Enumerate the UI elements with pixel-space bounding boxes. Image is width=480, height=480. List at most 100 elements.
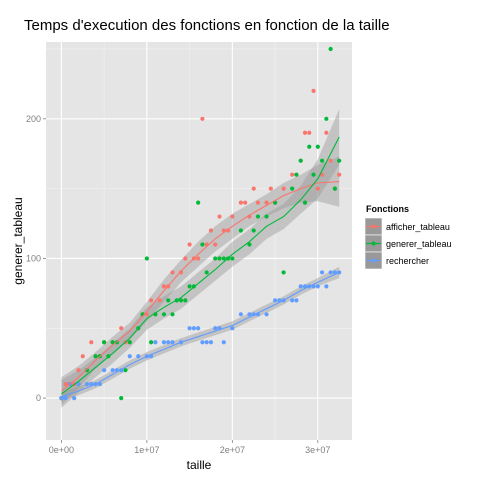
point-afficher_tableau: [328, 158, 333, 163]
point-generer_tableau: [183, 298, 188, 303]
point-rechercher: [328, 270, 333, 275]
point-rechercher: [63, 396, 68, 401]
point-afficher_tableau: [119, 326, 124, 331]
point-afficher_tableau: [178, 270, 184, 275]
point-generer_tableau: [166, 298, 171, 303]
point-rechercher: [102, 368, 107, 373]
point-generer_tableau: [110, 340, 115, 345]
confidence-bands: [61, 109, 340, 408]
point-afficher_tableau: [302, 130, 308, 135]
point-rechercher: [196, 326, 201, 331]
point-generer_tableau: [178, 298, 184, 303]
legend-label: rechercher: [386, 256, 429, 266]
point-generer_tableau: [247, 242, 252, 247]
point-rechercher: [208, 340, 214, 345]
y-tick-label: 100: [26, 253, 41, 263]
point-afficher_tableau: [251, 186, 256, 191]
point-afficher_tableau: [281, 186, 286, 191]
smooth-lines: [61, 136, 340, 398]
point-generer_tableau: [170, 312, 175, 317]
point-rechercher: [247, 312, 252, 317]
point-rechercher: [213, 326, 218, 331]
point-afficher_tableau: [161, 284, 167, 289]
point-generer_tableau: [119, 396, 124, 401]
smooth-line-generer_tableau: [61, 136, 340, 395]
point-generer_tableau: [255, 214, 261, 219]
point-rechercher: [127, 354, 132, 359]
point-generer_tableau: [251, 228, 256, 233]
point-generer_tableau: [127, 340, 132, 345]
point-generer_tableau: [217, 256, 222, 261]
point-rechercher: [204, 340, 209, 345]
x-tick-label: 3e+07: [305, 445, 330, 455]
grid-lines: [46, 42, 352, 440]
point-afficher_tableau: [290, 172, 295, 177]
point-rechercher: [76, 382, 81, 387]
point-afficher_tableau: [213, 242, 218, 247]
point-generer_tableau: [311, 172, 316, 177]
point-generer_tableau: [93, 354, 98, 359]
point-rechercher: [97, 382, 102, 387]
point-generer_tableau: [315, 144, 320, 149]
chart-title: Temps d'execution des fonctions en fonct…: [24, 17, 390, 34]
data-points: [59, 46, 342, 401]
point-afficher_tableau: [255, 200, 261, 205]
legend-title: Fonctions: [366, 204, 409, 214]
point-rechercher: [238, 312, 243, 317]
point-generer_tableau: [264, 214, 269, 219]
point-generer_tableau: [123, 368, 128, 373]
point-rechercher: [153, 340, 158, 345]
point-generer_tableau: [187, 284, 192, 289]
legend-key-point: [371, 224, 376, 229]
point-rechercher: [315, 284, 320, 289]
point-generer_tableau: [324, 116, 329, 121]
point-generer_tableau: [328, 46, 333, 52]
legend-key-point: [371, 241, 376, 246]
point-rechercher: [191, 326, 196, 331]
point-rechercher: [298, 284, 303, 289]
point-generer_tableau: [230, 256, 235, 261]
point-afficher_tableau: [183, 256, 188, 261]
point-generer_tableau: [204, 270, 209, 275]
y-tick-label: 0: [36, 393, 41, 403]
point-rechercher: [221, 340, 226, 345]
point-rechercher: [161, 340, 167, 345]
point-generer_tableau: [221, 256, 226, 261]
legend-label: generer_tableau: [386, 239, 452, 249]
point-rechercher: [166, 340, 171, 345]
legend-label: afficher_tableau: [386, 222, 450, 232]
point-afficher_tableau: [268, 186, 273, 191]
smooth-line-rechercher: [61, 271, 340, 398]
point-generer_tableau: [307, 144, 312, 149]
point-afficher_tableau: [157, 298, 162, 303]
point-afficher_tableau: [225, 228, 231, 233]
x-tick-label: 1e+07: [134, 445, 159, 455]
point-generer_tableau: [332, 186, 338, 191]
point-rechercher: [264, 312, 269, 317]
point-rechercher: [272, 298, 278, 303]
point-generer_tableau: [302, 200, 308, 205]
point-rechercher: [290, 298, 295, 303]
point-rechercher: [136, 354, 141, 359]
point-generer_tableau: [281, 270, 286, 275]
point-afficher_tableau: [76, 368, 81, 373]
point-generer_tableau: [337, 158, 342, 163]
point-generer_tableau: [102, 340, 107, 345]
confidence-band-generer_tableau: [61, 109, 340, 408]
point-generer_tableau: [290, 186, 295, 191]
point-generer_tableau: [144, 256, 149, 261]
point-generer_tableau: [161, 312, 167, 317]
point-generer_tableau: [149, 340, 154, 345]
point-rechercher: [59, 396, 64, 401]
point-generer_tableau: [238, 228, 243, 233]
point-afficher_tableau: [337, 172, 342, 177]
point-generer_tableau: [213, 256, 218, 261]
point-generer_tableau: [298, 158, 303, 163]
point-afficher_tableau: [307, 130, 312, 135]
point-rechercher: [110, 368, 115, 373]
point-afficher_tableau: [324, 130, 329, 135]
point-afficher_tableau: [149, 298, 154, 303]
point-rechercher: [84, 382, 90, 387]
point-rechercher: [324, 284, 329, 289]
